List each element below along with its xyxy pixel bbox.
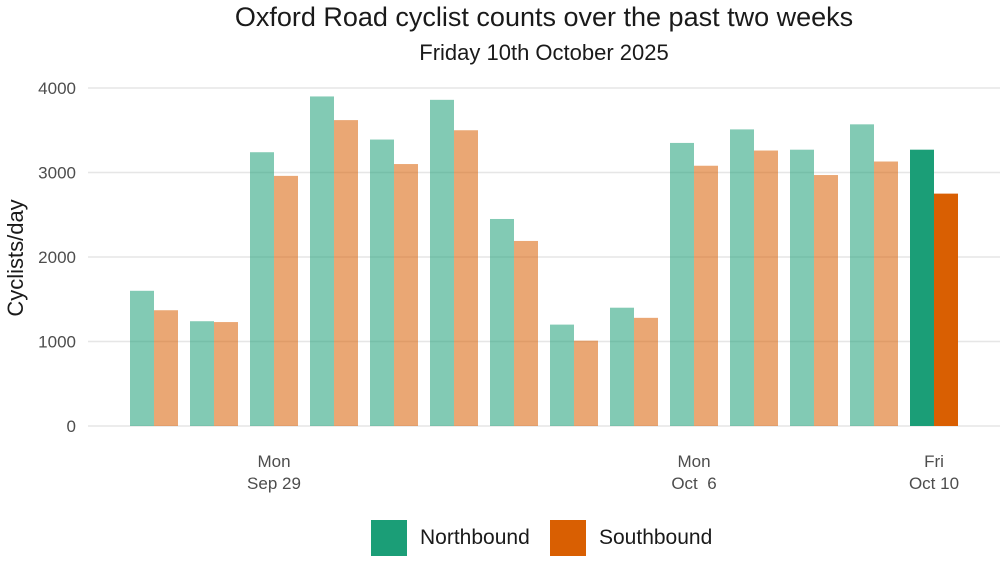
bar-northbound <box>610 307 634 426</box>
bar-northbound <box>430 99 454 426</box>
y-tick-label: 2000 <box>38 248 76 267</box>
bar-southbound <box>934 193 958 426</box>
x-tick-label-weekday: Mon <box>257 452 290 471</box>
gridlines <box>88 87 1000 427</box>
bar-southbound <box>634 317 658 426</box>
legend-item-northbound: Northbound <box>371 520 530 556</box>
legend-label-southbound: Southbound <box>599 526 713 549</box>
bar-southbound <box>874 161 898 426</box>
x-tick-label-weekday: Mon <box>677 452 710 471</box>
legend-swatch-northbound <box>371 520 407 556</box>
legend-swatch-southbound <box>550 520 586 556</box>
legend-label-northbound: Northbound <box>420 526 530 549</box>
y-axis: 0 1000 2000 3000 4000 <box>38 79 76 436</box>
bar-northbound <box>910 149 934 426</box>
y-tick-label: 0 <box>67 417 76 436</box>
bar-northbound <box>370 139 394 427</box>
bar-southbound <box>814 175 838 426</box>
y-tick-label: 1000 <box>38 333 76 352</box>
bar-northbound <box>190 321 214 426</box>
bar-southbound <box>394 164 418 427</box>
legend: Northbound Southbound <box>0 518 1000 562</box>
bar-southbound <box>514 240 538 426</box>
bar-southbound <box>754 150 778 426</box>
bar-southbound <box>334 120 358 427</box>
bar-southbound <box>574 340 598 426</box>
bar-northbound <box>670 142 694 427</box>
bar-northbound <box>850 124 874 427</box>
bars <box>130 96 958 427</box>
y-tick-label: 4000 <box>38 79 76 98</box>
bar-northbound <box>490 218 514 426</box>
bar-northbound <box>790 149 814 426</box>
legend-item-southbound: Southbound <box>550 520 712 556</box>
bar-southbound <box>694 165 718 427</box>
bar-northbound <box>310 96 334 426</box>
bar-southbound <box>454 130 478 426</box>
x-tick-label-date: Oct 10 <box>909 474 959 493</box>
x-axis: Mon Sep 29 Mon Oct 6 Fri Oct 10 <box>247 452 959 493</box>
bar-southbound <box>154 310 178 426</box>
bar-northbound <box>130 290 154 426</box>
chart-title: Oxford Road cyclist counts over the past… <box>234 2 854 32</box>
bar-southbound <box>274 175 298 426</box>
chart-subtitle: Friday 10th October 2025 <box>419 40 669 65</box>
bar-chart: 0 1000 2000 3000 4000 Mon Sep 29 Mon Oct 6 Fri Oc… <box>3 79 1000 493</box>
x-tick-label-weekday: Fri <box>924 452 944 471</box>
bar-northbound <box>730 129 754 426</box>
bar-southbound <box>214 322 238 426</box>
bar-northbound <box>250 152 274 426</box>
y-axis-title: Cyclists/day <box>3 199 28 316</box>
x-tick-label-date: Sep 29 <box>247 474 301 493</box>
y-tick-label: 3000 <box>38 164 76 183</box>
bar-northbound <box>550 324 574 426</box>
x-tick-label-date: Oct 6 <box>671 474 716 493</box>
